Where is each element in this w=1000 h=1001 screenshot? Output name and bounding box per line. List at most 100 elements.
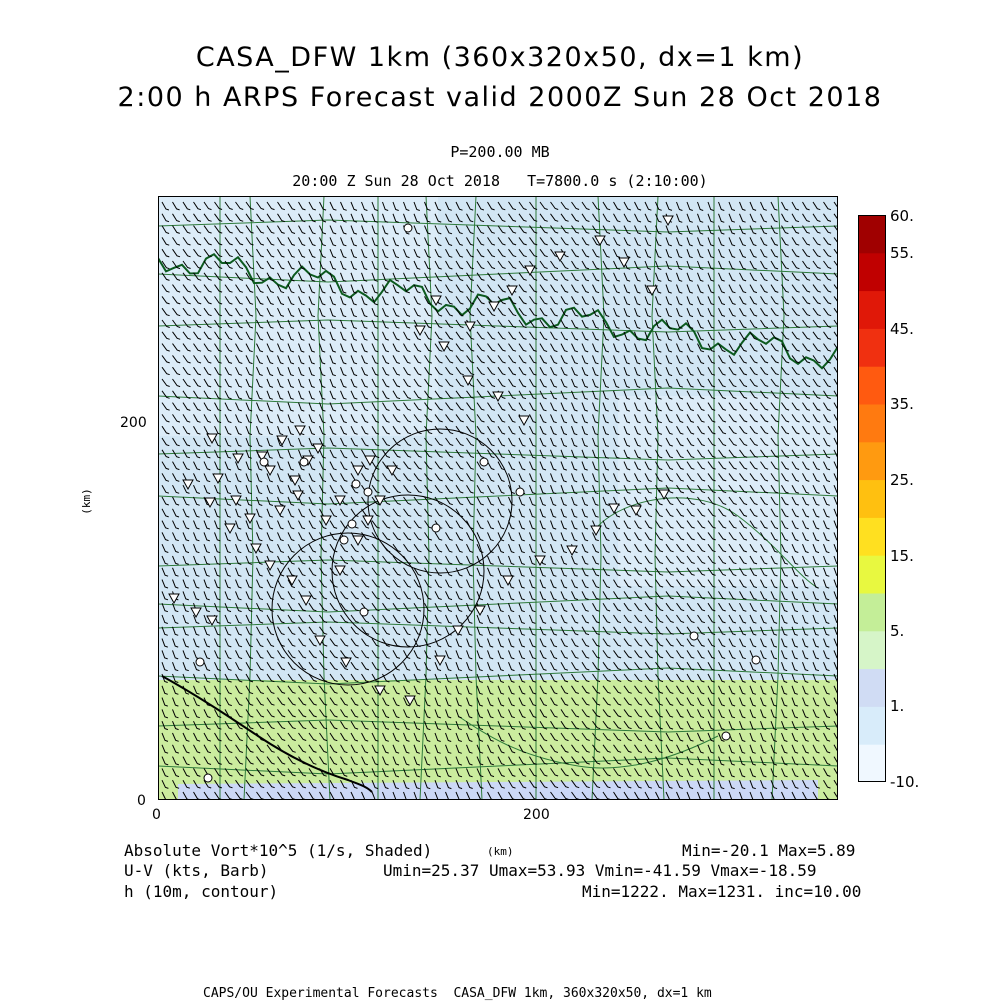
wind-barb xyxy=(592,272,600,282)
wind-barb xyxy=(508,650,515,660)
wind-barb xyxy=(392,756,400,766)
wind-barb xyxy=(833,343,838,351)
wind-barb xyxy=(823,437,831,447)
wind-barb xyxy=(235,744,244,753)
wind-barb xyxy=(340,768,348,777)
wind-barb xyxy=(455,721,462,731)
wind-barb xyxy=(802,284,811,293)
wind-barb xyxy=(193,756,201,766)
wind-barb xyxy=(623,744,632,753)
wind-barb xyxy=(739,414,748,423)
wind-barb xyxy=(518,248,527,258)
wind-barb xyxy=(350,343,358,353)
wind-barb xyxy=(592,473,599,483)
wind-barb xyxy=(371,237,378,247)
wind-barb xyxy=(592,602,600,612)
wind-barb xyxy=(476,390,485,399)
wind-barb xyxy=(592,248,600,258)
wind-barb xyxy=(287,331,295,341)
wind-barb xyxy=(665,602,674,612)
wind-barb xyxy=(602,508,610,518)
wind-barb xyxy=(623,426,631,436)
wind-barb xyxy=(182,237,191,246)
wind-barb xyxy=(602,485,610,495)
wind-barb xyxy=(581,449,588,459)
wind-barb xyxy=(329,756,338,765)
wind-barb xyxy=(476,591,484,601)
wind-barb xyxy=(319,543,327,553)
wind-barb xyxy=(602,673,611,682)
wind-barb xyxy=(602,614,611,624)
cbar-label-45: 45. xyxy=(890,320,914,338)
wind-barb xyxy=(812,579,819,589)
wind-barb xyxy=(455,237,463,246)
wind-barb xyxy=(245,272,254,281)
wind-barb xyxy=(770,591,778,601)
wind-barb xyxy=(445,508,453,518)
wind-barb xyxy=(203,709,211,719)
wind-barb xyxy=(718,673,726,683)
wind-barb xyxy=(193,284,202,293)
wind-barb xyxy=(224,744,233,754)
wind-barb xyxy=(581,390,589,400)
wind-barb xyxy=(361,626,370,635)
wind-barb xyxy=(812,496,820,506)
wind-barb xyxy=(361,496,370,506)
wind-barb xyxy=(823,296,832,305)
wind-barb xyxy=(623,308,631,318)
wind-barb xyxy=(707,532,716,541)
wind-barb xyxy=(686,720,694,730)
wind-barb xyxy=(340,520,348,529)
wind-barb xyxy=(298,602,306,612)
wind-barb xyxy=(466,437,475,447)
wind-barb xyxy=(644,319,651,329)
wind-barb xyxy=(214,425,222,435)
wind-barb xyxy=(539,402,547,412)
wind-barb xyxy=(760,484,769,494)
wind-barb xyxy=(644,414,652,424)
wind-barb xyxy=(361,343,368,353)
wind-barb xyxy=(287,237,296,246)
wind-barb xyxy=(676,508,685,517)
wind-barb xyxy=(676,709,684,718)
wind-barb xyxy=(203,779,212,789)
wind-barb xyxy=(739,402,748,411)
wind-barb xyxy=(728,780,735,790)
wind-barb xyxy=(308,709,317,718)
wind-barb xyxy=(613,390,620,400)
wind-barb xyxy=(581,638,590,647)
wind-barb xyxy=(655,756,663,766)
wind-barb xyxy=(655,579,664,588)
wind-barb xyxy=(392,260,400,270)
wind-barb xyxy=(707,744,715,754)
wind-barb xyxy=(413,225,421,235)
wind-barb xyxy=(455,201,463,211)
wind-barb xyxy=(560,201,569,210)
station-triangle xyxy=(488,301,500,313)
wind-barb xyxy=(182,496,190,506)
wind-barb xyxy=(539,343,548,352)
wind-barb xyxy=(802,614,809,624)
wind-barb xyxy=(686,532,695,541)
wind-barb xyxy=(235,779,244,789)
wind-barb xyxy=(508,425,516,435)
wind-barb xyxy=(697,638,705,647)
wind-barb xyxy=(224,260,233,269)
wind-barb xyxy=(707,697,715,707)
wind-barb xyxy=(497,378,506,388)
wind-barb xyxy=(182,756,190,766)
wind-barb xyxy=(518,697,526,707)
wind-barb xyxy=(382,614,391,624)
wind-barb xyxy=(665,355,673,365)
wind-barb xyxy=(497,591,504,601)
wind-barb xyxy=(245,697,254,706)
wind-barb xyxy=(707,602,716,612)
wind-barb xyxy=(434,248,442,258)
wind-barb xyxy=(634,414,641,424)
wind-barb xyxy=(424,673,431,683)
wind-barb xyxy=(644,496,653,506)
wind-barb xyxy=(592,744,601,753)
wind-barb xyxy=(508,296,517,305)
wind-barb xyxy=(518,461,526,471)
wind-barb xyxy=(392,296,400,306)
